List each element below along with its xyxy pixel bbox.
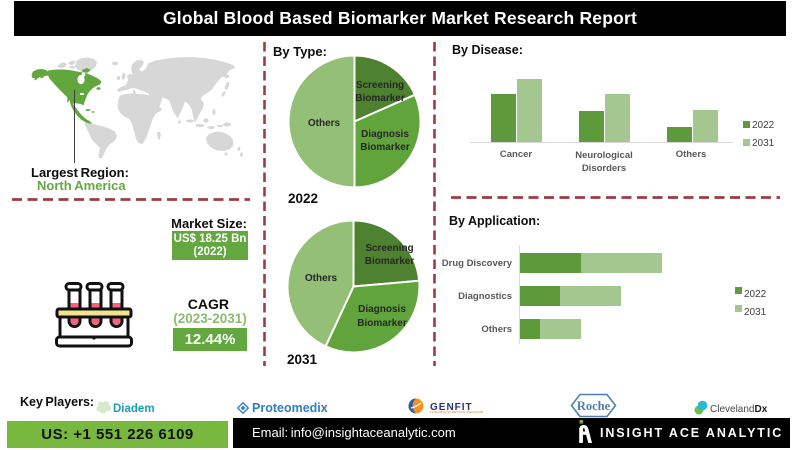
svg-text:Roche: Roche [577,399,611,413]
